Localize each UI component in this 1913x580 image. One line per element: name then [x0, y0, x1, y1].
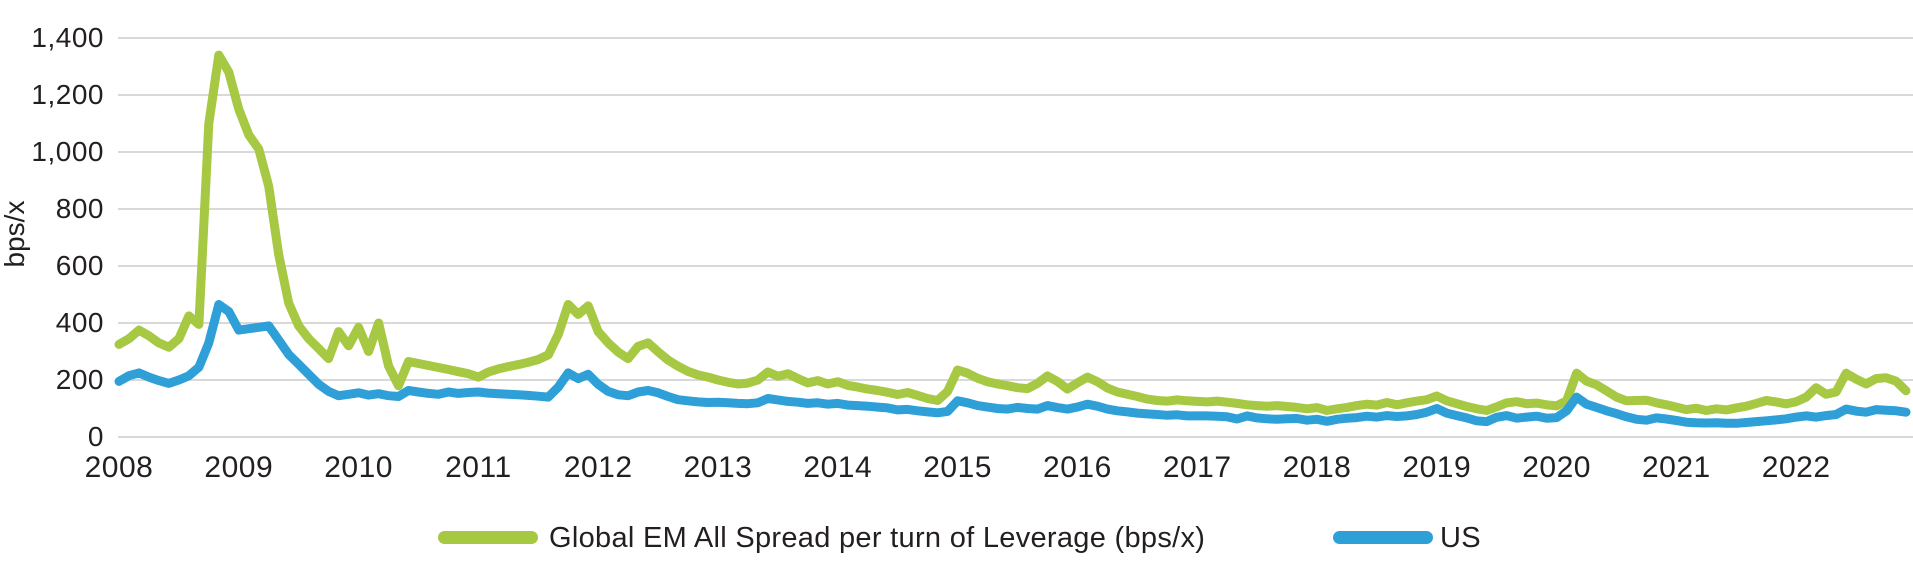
- y-tick-label: 1,000: [31, 136, 104, 167]
- x-tick-label: 2013: [683, 451, 753, 484]
- y-tick-label: 1,400: [31, 22, 104, 53]
- y-tick-label: 800: [55, 193, 104, 224]
- x-tick-label: 2014: [803, 451, 873, 484]
- gridlines: [118, 37, 1913, 438]
- x-tick-label: 2012: [563, 451, 633, 484]
- legend-swatch-us: [1333, 531, 1433, 544]
- x-tick-label: 2010: [324, 451, 393, 484]
- x-tick-label: 2019: [1402, 451, 1472, 484]
- x-tick-label: 2008: [84, 451, 154, 484]
- series-line-us: [114, 300, 1911, 428]
- y-tick-label: 600: [55, 250, 104, 281]
- y-tick-label: 200: [55, 364, 104, 395]
- series-line-global-em: [114, 50, 1911, 415]
- x-tick-label: 2015: [923, 451, 992, 484]
- y-tick-label: 1,200: [31, 79, 104, 110]
- x-tick-label: 2009: [204, 451, 274, 484]
- legend-label-global-em: Global EM All Spread per turn of Leverag…: [549, 522, 1206, 554]
- x-tick-label: 2011: [445, 451, 512, 484]
- legend-label-us: US: [1440, 522, 1481, 554]
- x-tick-label: 2017: [1162, 451, 1232, 484]
- x-tick-label: 2021: [1642, 451, 1711, 484]
- legend-swatch-global-em: [438, 531, 538, 544]
- x-tick-label: 2018: [1282, 451, 1352, 484]
- x-tick-label: 2016: [1043, 451, 1112, 484]
- y-tick-label: 400: [55, 307, 104, 338]
- y-tick-label: 0: [87, 421, 104, 452]
- x-tick-label: 2020: [1522, 451, 1591, 484]
- x-tick-label: 2022: [1761, 451, 1831, 484]
